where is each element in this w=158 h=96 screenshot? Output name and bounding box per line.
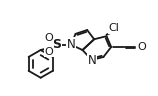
Text: S: S	[52, 38, 61, 51]
Text: O: O	[45, 33, 54, 43]
Text: O: O	[138, 42, 146, 52]
Text: O: O	[45, 47, 54, 57]
Text: N: N	[87, 54, 96, 67]
Text: Cl: Cl	[109, 23, 120, 34]
Text: N: N	[67, 38, 75, 51]
